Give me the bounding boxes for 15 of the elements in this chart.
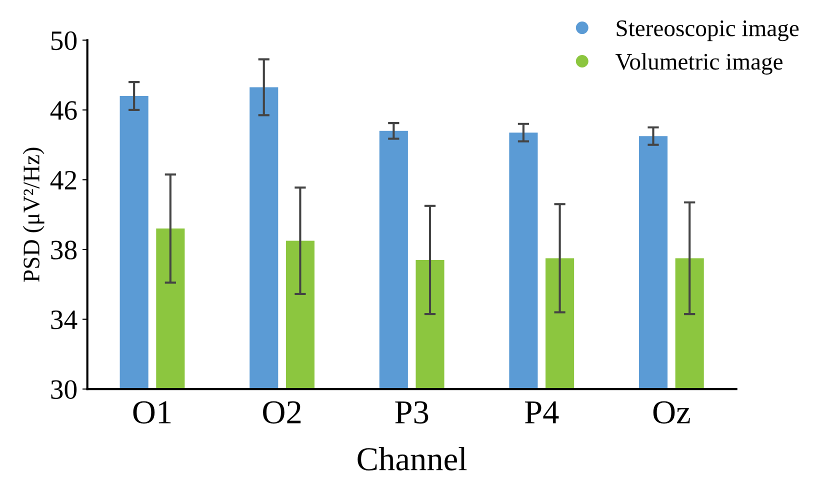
x-tick-label: Oz — [653, 401, 690, 424]
y-tick-label: 34 — [51, 310, 78, 330]
y-tick-label: 50 — [51, 31, 77, 50]
x-tick-label: P4 — [524, 401, 559, 424]
x-tick-label: O1 — [133, 401, 171, 424]
y-tick-label: 46 — [50, 101, 77, 120]
x-axis-title: Channel — [358, 447, 467, 471]
y-axis-title: PSD (μV²/Hz) — [22, 148, 44, 282]
y-tick-label: 42 — [50, 170, 76, 190]
x-tick-label: O2 — [263, 401, 301, 424]
legend-label: Stereoscopic image — [616, 20, 799, 42]
x-tick-label: P3 — [395, 401, 428, 424]
legend-label: Volumetric image — [615, 53, 782, 75]
y-tick-label: 38 — [51, 240, 77, 260]
y-tick-label: 30 — [51, 380, 77, 399]
